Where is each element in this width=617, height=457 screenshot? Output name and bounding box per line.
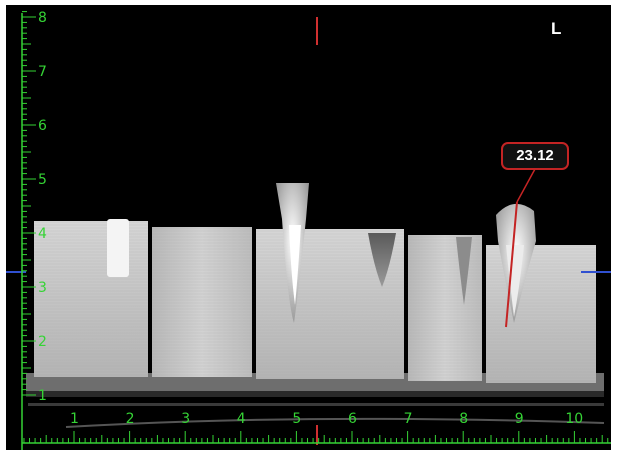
vertical-ruler-label: 8 bbox=[38, 10, 47, 26]
horizontal-ruler-label: 1 bbox=[70, 411, 79, 427]
horizontal-ruler-label: 4 bbox=[237, 411, 246, 427]
vertical-ruler-label: 7 bbox=[38, 64, 47, 80]
horizontal-ruler-label: 5 bbox=[292, 411, 301, 427]
specimen-block-1 bbox=[34, 219, 148, 377]
horizontal-ruler-label: 7 bbox=[404, 411, 413, 427]
specimen-block-5 bbox=[486, 203, 596, 383]
vertical-ruler-label: 4 bbox=[38, 226, 47, 242]
vertical-ruler bbox=[21, 11, 36, 450]
specimen-block-4 bbox=[408, 235, 482, 381]
measurement-label-box[interactable] bbox=[501, 142, 569, 170]
vertical-ruler-label: 2 bbox=[38, 334, 47, 350]
specimen-block-2 bbox=[152, 227, 252, 377]
length-measurement[interactable] bbox=[501, 142, 569, 328]
horizontal-ruler-label: 3 bbox=[181, 411, 190, 427]
ct-image: 1 2 3 4 5 6 7 8 1 2 3 4 5 6 7 8 9 10 bbox=[6, 10, 611, 450]
horizontal-ruler-label: 9 bbox=[515, 411, 524, 427]
horizontal-ruler-label: 6 bbox=[348, 411, 357, 427]
vertical-ruler-label: 6 bbox=[38, 118, 47, 134]
vertical-ruler-label: 1 bbox=[38, 388, 47, 404]
vertical-ruler-label: 5 bbox=[38, 172, 47, 188]
horizontal-ruler-label: 8 bbox=[459, 411, 468, 427]
horizontal-ruler bbox=[22, 431, 611, 444]
horizontal-ruler-label: 2 bbox=[126, 411, 135, 427]
horizontal-ruler-label: 10 bbox=[565, 411, 583, 427]
specimen-block-3 bbox=[256, 183, 404, 379]
orientation-label: L bbox=[551, 19, 562, 38]
measurement-value: 23.12 bbox=[516, 147, 554, 164]
vertical-ruler-label: 3 bbox=[38, 280, 47, 296]
ct-slice-viewport[interactable]: 1 2 3 4 5 6 7 8 1 2 3 4 5 6 7 8 9 10 L 23.12 bbox=[6, 5, 611, 450]
